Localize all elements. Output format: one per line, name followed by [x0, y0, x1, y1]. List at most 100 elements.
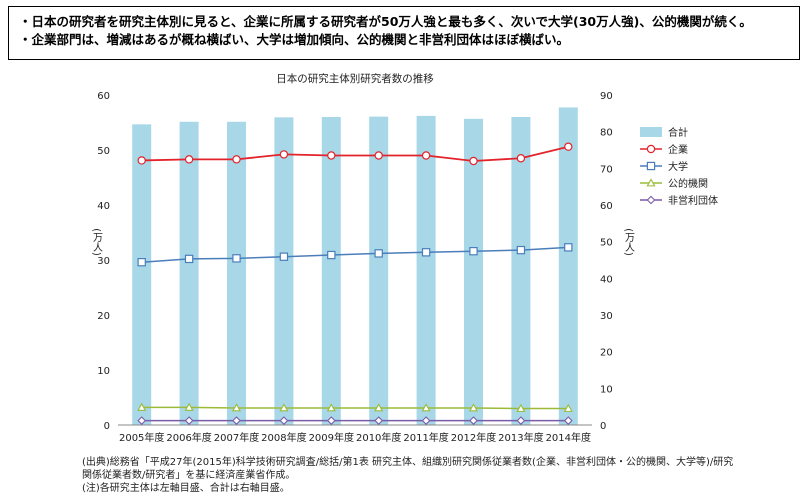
legend-marker — [646, 178, 656, 187]
bar-total — [369, 116, 389, 425]
data-point — [232, 254, 241, 263]
y-left-tick-label: 60 — [97, 91, 110, 102]
data-point — [468, 403, 479, 412]
footer-notes: (出典)総務省「平成27年(2015年)科学技術研究調査/総括/第1表 研究主体… — [82, 456, 734, 495]
data-point — [421, 416, 431, 425]
legend-marker — [646, 195, 656, 205]
y-right-tick-label: 70 — [600, 164, 613, 175]
data-point — [232, 416, 241, 425]
data-point — [516, 416, 526, 425]
bar-total — [464, 118, 483, 425]
legend-label: 合計 — [668, 126, 688, 139]
legend-label: 公的機関 — [668, 177, 708, 190]
data-point — [374, 151, 383, 160]
data-point — [184, 402, 194, 411]
y-right-tick-label: 20 — [600, 348, 613, 359]
data-point — [231, 403, 242, 412]
source-line-1: (出典)総務省「平成27年(2015年)科学技術研究調査/総括/第1表 研究主体… — [82, 457, 734, 468]
y-left-tick-label: 20 — [97, 311, 110, 322]
legend-label: 大学 — [668, 160, 688, 173]
data-point — [137, 402, 147, 411]
bar-total — [511, 117, 531, 425]
bar-total — [274, 117, 294, 425]
data-point — [279, 416, 289, 425]
x-tick-label: 2014年度 — [546, 431, 591, 444]
data-point — [516, 403, 526, 412]
x-tick-label: 2009年度 — [309, 431, 354, 444]
data-point — [421, 151, 431, 160]
data-point — [184, 155, 194, 164]
data-point — [469, 156, 478, 166]
data-point — [421, 403, 431, 412]
legend-swatch — [640, 127, 662, 137]
y-right-tick-label: 0 — [600, 421, 606, 432]
data-point — [374, 249, 383, 258]
y-right-tick-label: 50 — [600, 238, 613, 249]
legend-label: 非営利団体 — [668, 194, 718, 207]
y-left-tick-label: 30 — [97, 256, 110, 267]
y-left-tick-label: 0 — [104, 421, 110, 432]
x-tick-label: 2010年度 — [356, 431, 401, 444]
data-point — [279, 252, 289, 261]
x-tick-label: 2011年度 — [403, 431, 448, 444]
legend-label: 企業 — [668, 143, 688, 156]
summary-box: ・日本の研究者を研究主体別に見ると、企業に所属する研究者が50万人強と最も多く、… — [8, 6, 800, 60]
data-point — [421, 248, 431, 257]
data-point — [563, 416, 573, 425]
y-right-tick-label: 90 — [600, 91, 613, 102]
summary-line-2: ・企業部門は、増減はあるが概ね横ばい、大学は増加傾向、公的機関と非営利団体はほぼ… — [19, 32, 570, 47]
data-point — [327, 151, 336, 160]
y-left-tick-label: 10 — [97, 366, 110, 377]
data-point — [564, 142, 573, 151]
data-point — [469, 416, 478, 425]
data-point — [279, 403, 289, 412]
x-tick-label: 2007年度 — [214, 431, 259, 444]
bar-total — [227, 121, 246, 426]
y-right-axis-label: (万人) — [623, 228, 635, 256]
bar-total — [558, 107, 578, 425]
y-right-tick-label: 30 — [600, 311, 613, 322]
y-right-tick-label: 10 — [600, 384, 613, 395]
data-point — [137, 416, 147, 425]
data-point — [232, 155, 241, 164]
bar-total — [416, 115, 436, 426]
y-left-axis-label: (万人) — [91, 228, 103, 256]
data-point — [374, 416, 384, 425]
data-point — [326, 416, 336, 425]
data-point — [563, 403, 573, 412]
bar-total — [179, 121, 199, 426]
series-line — [141, 246, 569, 263]
data-point — [184, 416, 194, 425]
y-right-tick-label: 80 — [600, 128, 613, 139]
series-line — [141, 406, 569, 410]
data-point — [516, 154, 526, 163]
bar-total — [132, 124, 152, 425]
x-tick-label: 2006年度 — [166, 431, 211, 444]
data-point — [327, 250, 336, 260]
x-tick-label: 2012年度 — [451, 431, 496, 444]
legend-marker — [646, 144, 656, 154]
data-point — [137, 258, 146, 267]
data-point — [279, 150, 289, 159]
data-point — [564, 243, 573, 252]
y-left-tick-label: 50 — [97, 146, 110, 157]
summary-line-1: ・日本の研究者を研究主体別に見ると、企業に所属する研究者が50万人強と最も多く、… — [19, 14, 752, 29]
bar-total — [321, 117, 341, 425]
y-left-tick-label: 40 — [97, 201, 110, 212]
x-tick-label: 2005年度 — [119, 431, 164, 444]
x-tick-label: 2013年度 — [498, 431, 543, 444]
y-right-tick-label: 60 — [600, 201, 613, 212]
x-tick-label: 2008年度 — [261, 431, 306, 444]
data-point — [137, 156, 146, 165]
data-point — [184, 254, 194, 264]
data-point — [374, 403, 384, 412]
data-point — [516, 245, 526, 255]
data-point — [469, 247, 478, 256]
legend-marker — [646, 161, 656, 171]
chart-title: 日本の研究主体別研究者数の推移 — [276, 72, 434, 85]
source-line-2: 関係従業者数/研究者」を基に経済産業省作成。 — [82, 470, 296, 481]
y-right-tick-label: 40 — [600, 274, 613, 285]
data-point — [326, 403, 336, 412]
axis-note: (注)各研究主体は左軸目盛、合計は右軸目盛。 — [82, 483, 290, 494]
